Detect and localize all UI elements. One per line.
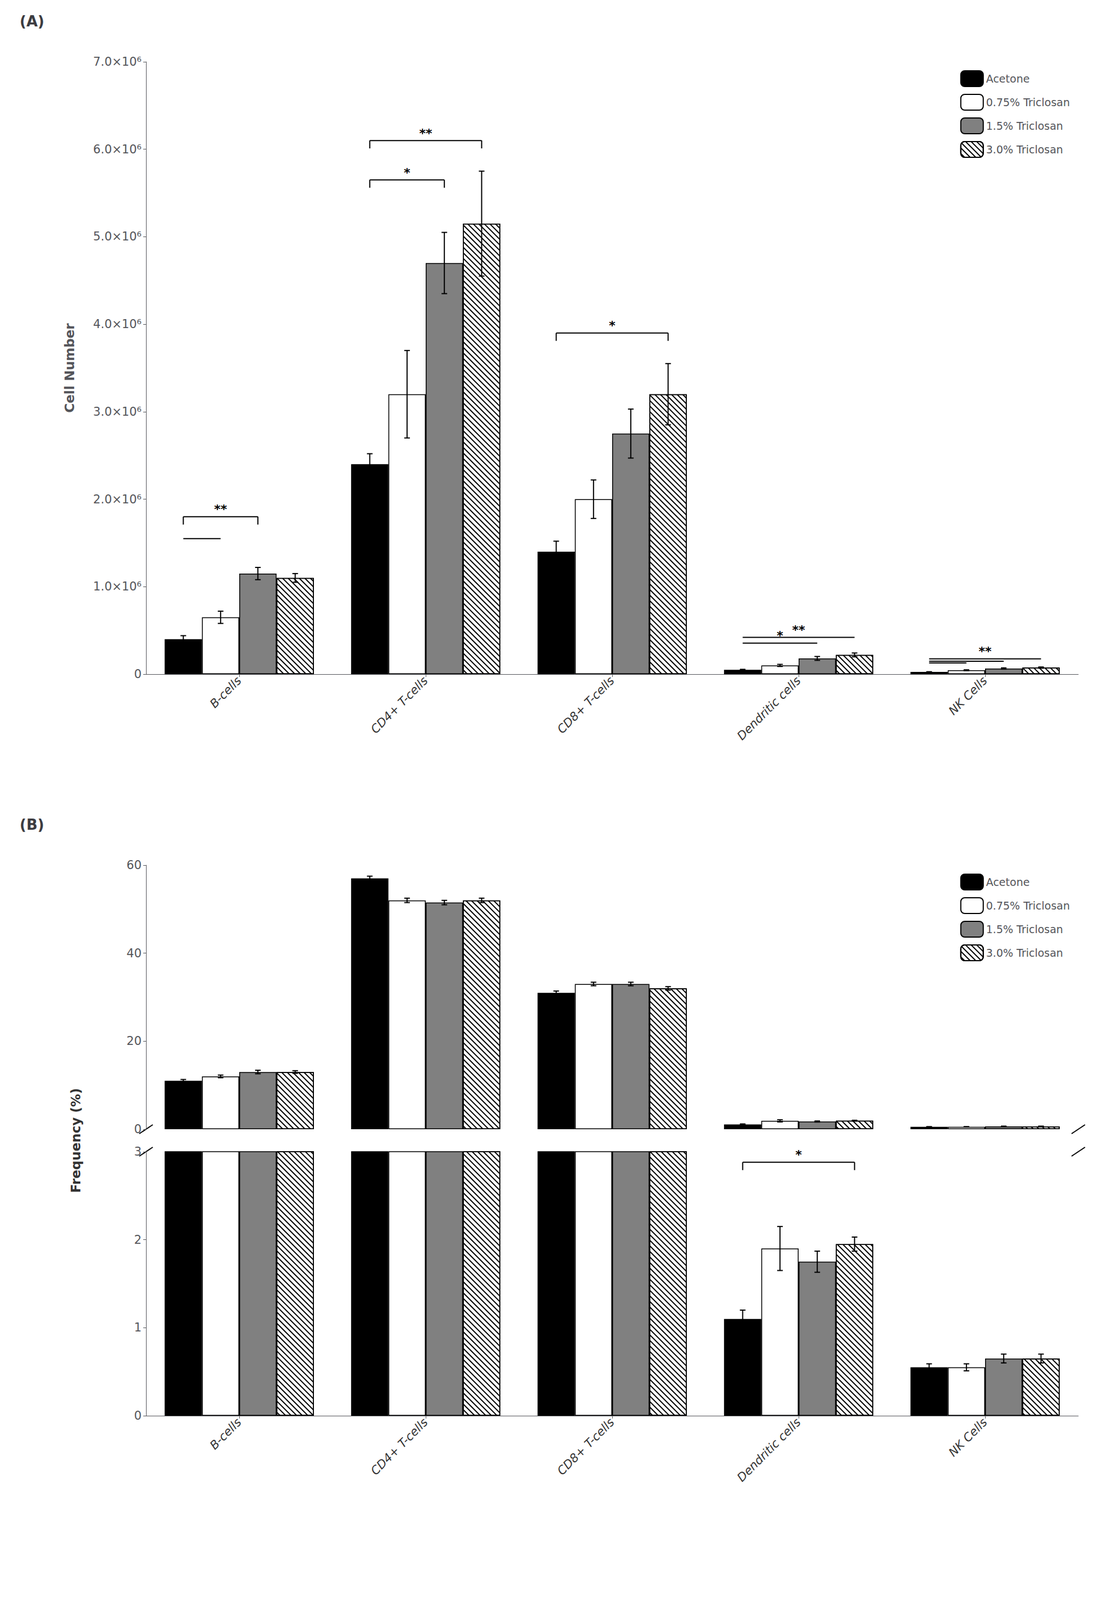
svg-text:Cell Number: Cell Number [62, 322, 77, 413]
svg-text:**: ** [213, 502, 228, 517]
svg-text:0: 0 [134, 1408, 142, 1423]
svg-text:2.0×10⁶: 2.0×10⁶ [93, 492, 142, 507]
svg-text:Frequency (%): Frequency (%) [68, 1087, 84, 1193]
svg-text:B-cells: B-cells [207, 1414, 245, 1452]
svg-text:CD4+ T-cells: CD4+ T-cells [368, 1414, 431, 1478]
svg-text:0.75% Triclosan: 0.75% Triclosan [986, 96, 1070, 109]
svg-text:1.5% Triclosan: 1.5% Triclosan [986, 922, 1064, 936]
svg-text:Dendritic cells: Dendritic cells [734, 673, 804, 743]
svg-text:Acetone: Acetone [986, 875, 1031, 888]
svg-text:4.0×10⁶: 4.0×10⁶ [93, 317, 142, 331]
svg-text:(B): (B) [19, 816, 45, 833]
svg-text:0: 0 [134, 1122, 142, 1136]
svg-text:**: ** [791, 622, 806, 637]
svg-text:*: * [795, 1147, 802, 1162]
svg-text:0: 0 [134, 667, 142, 681]
svg-text:20: 20 [126, 1033, 142, 1048]
svg-text:CD8+ T-cells: CD8+ T-cells [554, 673, 618, 736]
svg-text:Dendritic cells: Dendritic cells [734, 1414, 804, 1484]
svg-text:3.0% Triclosan: 3.0% Triclosan [986, 143, 1064, 156]
svg-text:*: * [776, 628, 784, 643]
svg-text:7.0×10⁶: 7.0×10⁶ [93, 55, 142, 69]
svg-text:*: * [403, 165, 411, 180]
svg-text:1.0×10⁶: 1.0×10⁶ [93, 579, 142, 594]
svg-text:0.75% Triclosan: 0.75% Triclosan [986, 899, 1070, 912]
svg-text:40: 40 [126, 946, 142, 960]
svg-text:1.5% Triclosan: 1.5% Triclosan [986, 119, 1064, 132]
svg-text:60: 60 [126, 858, 142, 872]
svg-text:1: 1 [134, 1320, 142, 1334]
svg-text:**: ** [418, 126, 433, 141]
svg-text:CD8+ T-cells: CD8+ T-cells [554, 1414, 618, 1478]
svg-text:(A): (A) [19, 12, 45, 30]
svg-text:NK Cells: NK Cells [945, 1414, 990, 1459]
svg-text:NK Cells: NK Cells [945, 673, 990, 718]
svg-text:2: 2 [134, 1232, 142, 1247]
svg-text:**: ** [978, 644, 992, 659]
svg-text:*: * [608, 318, 616, 333]
svg-text:3: 3 [134, 1144, 142, 1159]
svg-text:B-cells: B-cells [207, 673, 245, 711]
svg-text:5.0×10⁶: 5.0×10⁶ [93, 229, 142, 244]
svg-text:6.0×10⁶: 6.0×10⁶ [93, 142, 142, 157]
svg-text:Acetone: Acetone [986, 72, 1031, 85]
svg-text:3.0% Triclosan: 3.0% Triclosan [986, 946, 1064, 959]
svg-text:CD4+ T-cells: CD4+ T-cells [368, 673, 431, 736]
svg-text:3.0×10⁶: 3.0×10⁶ [93, 404, 142, 419]
